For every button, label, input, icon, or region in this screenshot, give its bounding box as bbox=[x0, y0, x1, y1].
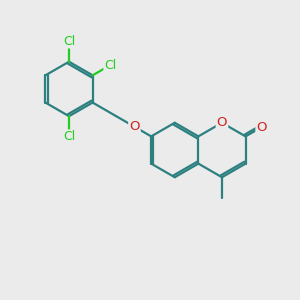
Text: O: O bbox=[217, 116, 227, 129]
Text: O: O bbox=[129, 120, 140, 133]
Text: O: O bbox=[256, 121, 267, 134]
Text: Cl: Cl bbox=[104, 59, 116, 72]
Text: Cl: Cl bbox=[63, 130, 75, 143]
Text: Cl: Cl bbox=[63, 35, 75, 48]
